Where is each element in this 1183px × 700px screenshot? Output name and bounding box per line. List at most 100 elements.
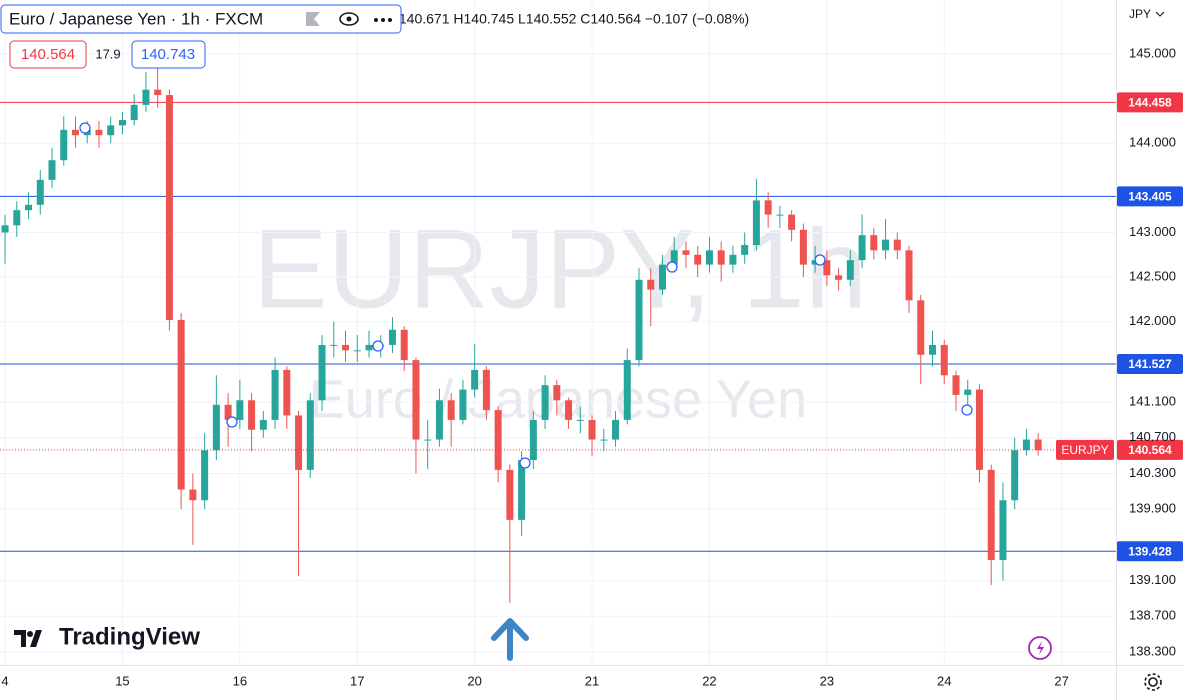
x-tick-label: 15 <box>115 673 129 688</box>
x-tick-label: 20 <box>467 673 481 688</box>
candle-body <box>764 200 772 215</box>
buy-box[interactable] <box>131 40 206 69</box>
sell-box[interactable] <box>9 40 87 69</box>
candle-body <box>48 160 56 180</box>
logo-dot <box>27 631 33 637</box>
y-tick-label: 138.300 <box>1129 643 1176 658</box>
candle-body <box>576 419 584 421</box>
candle-body <box>71 129 79 136</box>
candle-body <box>529 419 537 461</box>
candle-body <box>342 344 350 351</box>
candle-body <box>224 404 232 420</box>
candle-body <box>870 235 878 251</box>
candle-body <box>271 369 279 420</box>
spread: 17.9 <box>95 46 120 61</box>
ohlc-legend: O140.671 H140.745 L140.552 C140.564 −0.1… <box>388 11 749 27</box>
candle-body <box>635 279 643 361</box>
watermark-symbol: EURJPY, 1h <box>253 207 867 332</box>
currency[interactable]: JPY <box>1129 7 1151 21</box>
x-tick-label: 17 <box>350 673 364 688</box>
candle-body <box>177 319 185 490</box>
logo-text: TradingView <box>59 623 200 650</box>
level-label-box <box>1117 186 1183 207</box>
plot-area <box>0 0 1116 665</box>
candle-body <box>788 214 796 230</box>
candle-body <box>612 419 620 440</box>
y-tick-label: 139.100 <box>1129 572 1176 587</box>
candle-body <box>107 125 115 136</box>
candle-body <box>729 254 737 265</box>
candle-body <box>318 344 326 401</box>
candle-body <box>212 404 220 451</box>
candle-body <box>1022 439 1030 451</box>
x-tick-label: 16 <box>233 673 247 688</box>
candle-body <box>694 254 702 265</box>
symbol-box[interactable] <box>0 4 402 34</box>
x-tick-label: 24 <box>937 673 951 688</box>
symbol-title[interactable]: Euro / Japanese Yen · 1h · FXCM <box>9 9 263 28</box>
candle-body <box>36 179 44 205</box>
eye-pupil <box>346 16 352 22</box>
candle-body <box>494 410 502 470</box>
candle-body <box>717 250 725 265</box>
candle-body <box>165 95 173 320</box>
candle-body <box>388 329 396 345</box>
sell-price[interactable]: 140.564 <box>21 46 75 63</box>
y-tick-label: 139.900 <box>1129 501 1176 516</box>
candle-body <box>882 239 890 251</box>
candle-body <box>705 250 713 265</box>
y-tick-label: 145.000 <box>1129 45 1176 60</box>
candle-body <box>60 129 68 161</box>
x-tick-label: 4 <box>1 673 8 688</box>
y-tick-label: 140.700 <box>1129 429 1176 444</box>
currency-chevron[interactable] <box>1155 11 1165 17</box>
candle-body <box>259 419 267 430</box>
candle-body <box>682 250 690 255</box>
candle-body <box>189 489 197 501</box>
candle-body <box>424 439 432 441</box>
candle-body <box>412 360 420 440</box>
candle-body <box>447 400 455 420</box>
eye-icon[interactable] <box>339 12 359 26</box>
candle-body <box>459 389 467 420</box>
candle-body <box>799 229 807 265</box>
candle-body <box>835 275 843 280</box>
candle-body <box>905 250 913 301</box>
candle-body <box>154 89 162 96</box>
candle-body <box>482 369 490 411</box>
buy-price[interactable]: 140.743 <box>141 46 195 63</box>
candle-body <box>553 385 561 401</box>
candle-body <box>435 400 443 440</box>
x-tick-label: 22 <box>702 673 716 688</box>
candle-body <box>506 469 514 520</box>
candle-body <box>600 439 608 441</box>
level-label: 143.405 <box>1128 190 1172 204</box>
y-tick-label: 138.700 <box>1129 608 1176 623</box>
candle-body <box>1 225 9 233</box>
y-tick-label: 142.500 <box>1129 269 1176 284</box>
last-price-box <box>1117 439 1183 460</box>
candle-body <box>236 400 244 420</box>
level-label-box <box>1117 541 1183 562</box>
logo-mark <box>14 630 42 647</box>
lightning-icon <box>1037 641 1044 655</box>
candle-body <box>647 279 655 290</box>
candle-body <box>1011 450 1019 501</box>
candle-body <box>118 120 126 126</box>
x-tick-label: 21 <box>585 673 599 688</box>
settings-icon[interactable] <box>1144 673 1162 691</box>
last-price-label: 140.564 <box>1128 443 1172 457</box>
candle-body <box>964 389 972 395</box>
more-icon[interactable] <box>374 18 392 22</box>
candle-body <box>893 239 901 251</box>
candle-body <box>670 250 678 265</box>
y-tick-label: 144.000 <box>1129 135 1176 150</box>
flag-icon[interactable] <box>306 12 320 26</box>
y-tick-label: 142.000 <box>1129 313 1176 328</box>
x-tick-label: 23 <box>820 673 834 688</box>
up-arrow <box>491 618 529 661</box>
level-label-box <box>1117 353 1183 374</box>
candle-body <box>248 400 256 430</box>
level-label: 144.458 <box>1128 96 1172 110</box>
